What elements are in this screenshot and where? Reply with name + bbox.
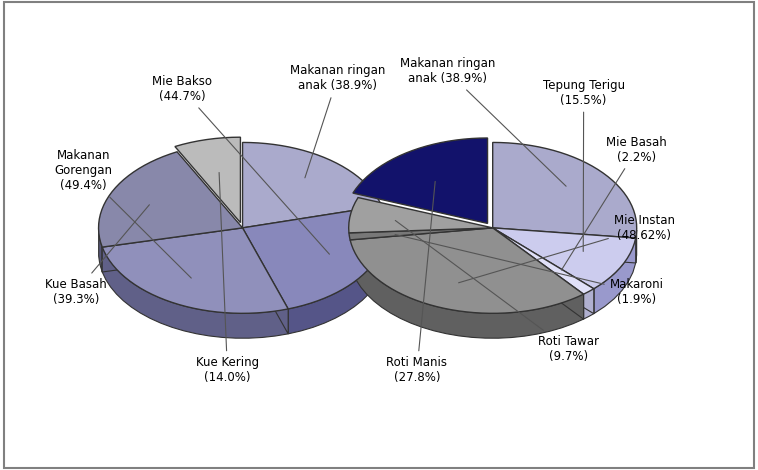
Polygon shape xyxy=(243,228,288,334)
Polygon shape xyxy=(493,228,594,294)
Text: Kue Basah
(39.3%): Kue Basah (39.3%) xyxy=(45,205,149,306)
Polygon shape xyxy=(99,231,102,272)
Polygon shape xyxy=(493,228,594,313)
Polygon shape xyxy=(350,228,493,265)
Text: Mie Basah
(2.2%): Mie Basah (2.2%) xyxy=(562,135,667,270)
Polygon shape xyxy=(353,138,487,223)
Polygon shape xyxy=(594,238,636,313)
Polygon shape xyxy=(493,228,636,263)
Polygon shape xyxy=(636,230,637,263)
Polygon shape xyxy=(243,206,387,309)
Text: Makanan ringan
anak (38.9%): Makanan ringan anak (38.9%) xyxy=(290,64,385,178)
Polygon shape xyxy=(493,142,637,238)
Text: Roti Tawar
(9.7%): Roti Tawar (9.7%) xyxy=(395,220,599,363)
Polygon shape xyxy=(349,228,493,240)
Polygon shape xyxy=(349,228,493,258)
Polygon shape xyxy=(584,289,594,319)
Polygon shape xyxy=(350,228,493,265)
Text: Kue Kering
(14.0%): Kue Kering (14.0%) xyxy=(196,172,259,384)
Polygon shape xyxy=(102,228,288,313)
Text: Roti Manis
(27.8%): Roti Manis (27.8%) xyxy=(387,181,447,384)
Polygon shape xyxy=(493,228,584,319)
Polygon shape xyxy=(493,228,594,313)
Polygon shape xyxy=(349,233,350,265)
Text: Mie Bakso
(44.7%): Mie Bakso (44.7%) xyxy=(152,75,330,254)
Polygon shape xyxy=(99,152,243,247)
Polygon shape xyxy=(349,197,493,233)
Polygon shape xyxy=(243,228,288,334)
Polygon shape xyxy=(349,228,493,258)
Text: Makanan
Gorengan
(49.4%): Makanan Gorengan (49.4%) xyxy=(55,149,191,278)
Polygon shape xyxy=(288,230,387,334)
Polygon shape xyxy=(350,240,584,338)
Text: Makanan ringan
anak (38.9%): Makanan ringan anak (38.9%) xyxy=(399,57,566,186)
Polygon shape xyxy=(102,228,243,272)
Polygon shape xyxy=(493,228,636,263)
Polygon shape xyxy=(102,247,288,338)
Polygon shape xyxy=(102,228,243,272)
Polygon shape xyxy=(493,228,584,319)
Text: Tepung Terigu
(15.5%): Tepung Terigu (15.5%) xyxy=(543,78,625,251)
Text: Makaroni
(1.9%): Makaroni (1.9%) xyxy=(395,235,664,306)
Polygon shape xyxy=(493,228,636,289)
Polygon shape xyxy=(175,137,240,223)
Polygon shape xyxy=(350,228,584,313)
Polygon shape xyxy=(243,142,382,228)
Text: Mie Instan
(48.62%): Mie Instan (48.62%) xyxy=(459,214,675,283)
